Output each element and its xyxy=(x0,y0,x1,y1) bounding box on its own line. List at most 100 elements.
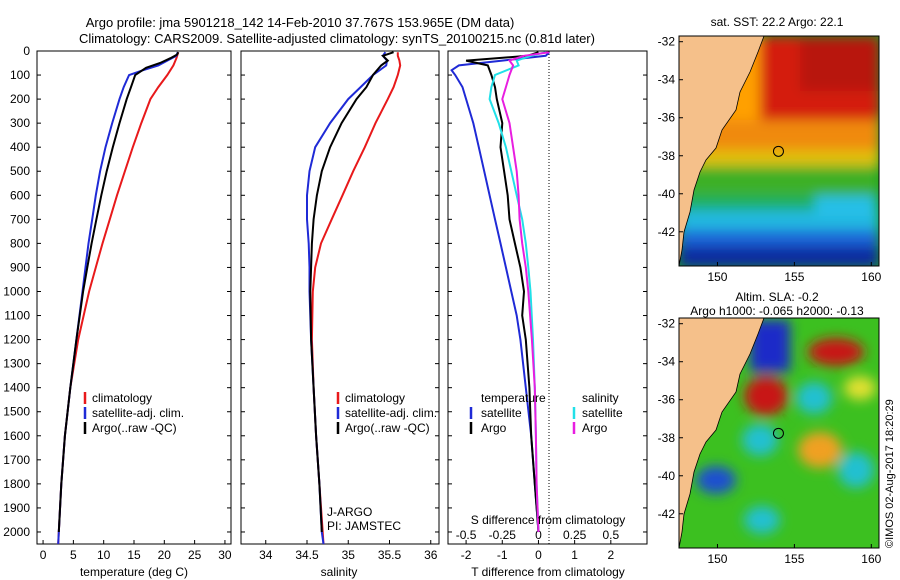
map-y-tick-label: -32 xyxy=(658,35,676,49)
s-diff-tick-label: -0.25 xyxy=(489,528,517,542)
x-tick-label: 5 xyxy=(70,548,77,562)
x-tick-label: 30 xyxy=(218,548,232,562)
difference-series xyxy=(450,51,551,533)
depth-tick-label: 100 xyxy=(10,68,30,82)
depth-tick-label: 400 xyxy=(10,140,30,154)
map-x-tick-label: 160 xyxy=(861,270,881,284)
map-x-tick-label: 160 xyxy=(861,552,881,566)
figure-title-line2: Climatology: CARS2009. Satellite-adjuste… xyxy=(79,31,595,46)
sla-map-argo-marker xyxy=(772,427,784,439)
difference-axis: -2 -1 0 1 2 -0.5 -0.25 0 0.25 0.5 xyxy=(456,528,620,562)
depth-tick-label: 600 xyxy=(10,188,30,202)
series-line-argo-raw-qc- xyxy=(309,51,394,533)
salinity-series xyxy=(306,51,402,544)
difference-legend: temperature salinity satellite Argo sate… xyxy=(469,391,623,435)
legend-label-argo: Argo(..raw -QC) xyxy=(345,421,430,435)
x-tick-label: 2 xyxy=(607,548,614,562)
x-tick-label: 0 xyxy=(40,548,47,562)
depth-tick-label: 300 xyxy=(10,116,30,130)
difference-xlabel: T difference from climatology xyxy=(471,565,625,579)
difference-plot-frame xyxy=(447,50,648,545)
depth-tick-label: 2000 xyxy=(3,525,30,539)
x-tick-label: 34.5 xyxy=(295,548,319,562)
figure-title-line1: Argo profile: jma 5901218_142 14-Feb-201… xyxy=(86,15,515,30)
depth-tick-label: 1100 xyxy=(4,309,30,323)
temperature-xlabel: temperature (deg C) xyxy=(80,565,188,579)
s-diff-tick-label: 0 xyxy=(535,528,542,542)
depth-axis: 0 100 200 300 400 500 600 700 800 900 1000 1100 1200… xyxy=(3,44,647,539)
series-line-s-satellite xyxy=(488,51,546,533)
depth-tick-label: 1800 xyxy=(3,477,30,491)
legend-label-s-satellite: satellite xyxy=(582,406,623,420)
s-diff-tick-label: -0.5 xyxy=(456,528,477,542)
sst-map-axis: 150 155 160 -32 -34 -36 -38 -40 -42 xyxy=(658,35,882,284)
annotation-j-argo: J-ARGO xyxy=(327,505,372,519)
x-tick-label: 15 xyxy=(127,548,141,562)
salinity-legend: climatology satellite-adj. clim. Argo(..… xyxy=(336,391,437,435)
map-y-tick-label: -38 xyxy=(658,149,676,163)
x-tick-label: 36 xyxy=(424,548,438,562)
salinity-axis: 34 34.5 35 35.5 36 xyxy=(259,540,438,562)
sst-map-frame xyxy=(678,35,880,267)
legend-label-t-satellite: satellite xyxy=(481,406,522,420)
x-tick-label: 35 xyxy=(342,548,356,562)
temperature-plot-frame xyxy=(36,50,232,545)
map-y-tick-label: -34 xyxy=(658,355,676,369)
map-y-tick-label: -42 xyxy=(658,507,676,521)
sla-map-title1: Altim. SLA: -0.2 xyxy=(735,290,819,304)
legend-label-satellite: satellite-adj. clim. xyxy=(345,406,437,420)
x-tick-label: 1 xyxy=(571,548,578,562)
x-tick-label: 35.5 xyxy=(378,548,402,562)
x-tick-label: 34 xyxy=(259,548,273,562)
salinity-plot-frame xyxy=(240,50,440,545)
sst-map-argo-marker xyxy=(772,145,784,157)
depth-tick-label: 900 xyxy=(10,260,30,274)
depth-tick-label: 1900 xyxy=(3,501,30,515)
map-y-tick-label: -36 xyxy=(658,111,676,125)
difference-xlabel-top: S difference from climatology xyxy=(471,513,626,527)
depth-tick-label: 1200 xyxy=(3,333,30,347)
map-x-tick-label: 155 xyxy=(784,270,804,284)
s-diff-tick-label: 0.25 xyxy=(563,528,587,542)
sst-map-title: sat. SST: 22.2 Argo: 22.1 xyxy=(711,15,844,29)
depth-tick-label: 1000 xyxy=(3,284,30,298)
temperature-series xyxy=(57,51,180,544)
series-line-s-argo xyxy=(501,51,550,533)
depth-tick-label: 1500 xyxy=(3,405,30,419)
legend-title-salinity: salinity xyxy=(582,391,619,405)
legend-label-satellite: satellite-adj. clim. xyxy=(92,406,184,420)
sla-map-field xyxy=(679,318,879,548)
legend-label-t-argo: Argo xyxy=(481,421,507,435)
depth-tick-label: 700 xyxy=(10,212,30,226)
depth-tick-label: 200 xyxy=(10,92,30,106)
map-y-tick-label: -42 xyxy=(658,225,676,239)
map-y-tick-label: -34 xyxy=(658,73,676,87)
map-x-tick-label: 150 xyxy=(707,270,727,284)
map-y-tick-label: -32 xyxy=(658,317,676,331)
legend-label-climatology: climatology xyxy=(92,391,152,405)
annotation-pi: PI: JAMSTEC xyxy=(327,519,401,533)
x-tick-label: 20 xyxy=(158,548,172,562)
series-line-t-argo xyxy=(465,51,540,533)
temperature-axis: 0 5 10 15 20 25 30 xyxy=(40,540,232,562)
s-diff-tick-label: 0.5 xyxy=(602,528,619,542)
legend-label-s-argo: Argo xyxy=(582,421,608,435)
depth-tick-label: 1300 xyxy=(3,357,30,371)
map-y-tick-label: -40 xyxy=(658,187,676,201)
depth-tick-label: 1400 xyxy=(3,381,30,395)
series-line-argo-raw-qc- xyxy=(57,51,180,533)
sla-map-axis: 150 155 160 -32 -34 -36 -38 -40 -42 xyxy=(658,317,882,566)
legend-label-climatology: climatology xyxy=(345,391,405,405)
credit-text: ©IMOS 02-Aug-2017 18:20:29 xyxy=(884,399,896,548)
legend-label-argo: Argo(..raw -QC) xyxy=(92,421,177,435)
sst-map-land xyxy=(679,36,765,266)
salinity-xlabel: salinity xyxy=(321,565,358,579)
depth-tick-label: 1700 xyxy=(3,453,30,467)
map-y-tick-label: -36 xyxy=(658,393,676,407)
temperature-legend: climatology satellite-adj. clim. Argo(..… xyxy=(83,391,184,435)
depth-tick-label: 500 xyxy=(10,164,30,178)
map-x-tick-label: 155 xyxy=(784,552,804,566)
map-y-tick-label: -38 xyxy=(658,431,676,445)
x-tick-label: 10 xyxy=(97,548,111,562)
